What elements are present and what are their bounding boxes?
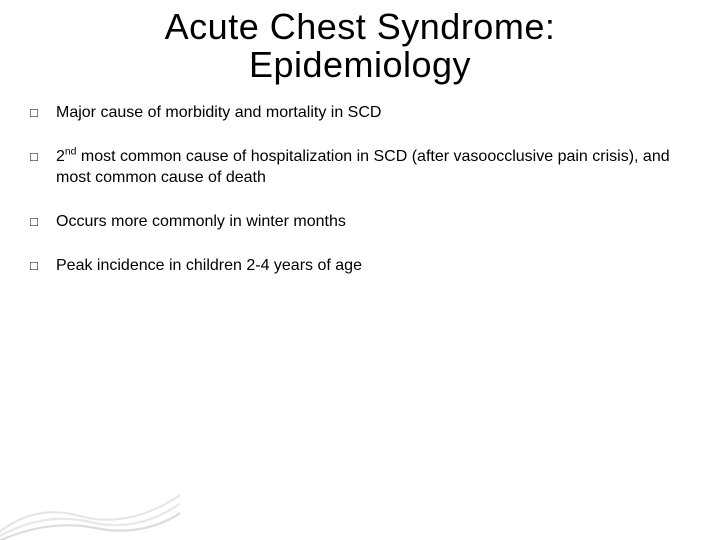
slide-title: Acute Chest Syndrome: Epidemiology bbox=[28, 8, 692, 84]
ordinal-suffix: most common cause of hospitalization in … bbox=[56, 148, 670, 187]
list-item: □ Peak incidence in children 2-4 years o… bbox=[30, 255, 690, 277]
ordinal-superscript: nd bbox=[65, 146, 77, 157]
bullet-square-icon: □ bbox=[30, 102, 56, 124]
bullet-text: Major cause of morbidity and mortality i… bbox=[56, 102, 690, 124]
list-item: □ Occurs more commonly in winter months bbox=[30, 211, 690, 233]
bullet-text: 2nd most common cause of hospitalization… bbox=[56, 146, 690, 189]
list-item: □ Major cause of morbidity and mortality… bbox=[30, 102, 690, 124]
ordinal-prefix: 2 bbox=[56, 148, 65, 165]
list-item: □ 2nd most common cause of hospitalizati… bbox=[30, 146, 690, 189]
title-line-2: Epidemiology bbox=[249, 44, 471, 85]
bullet-square-icon: □ bbox=[30, 146, 56, 168]
bullet-text: Peak incidence in children 2-4 years of … bbox=[56, 255, 690, 277]
bullet-square-icon: □ bbox=[30, 211, 56, 233]
decorative-flourish-icon bbox=[0, 470, 180, 540]
bullet-list: □ Major cause of morbidity and mortality… bbox=[28, 102, 692, 277]
bullet-square-icon: □ bbox=[30, 255, 56, 277]
bullet-text: Occurs more commonly in winter months bbox=[56, 211, 690, 233]
slide-container: Acute Chest Syndrome: Epidemiology □ Maj… bbox=[0, 0, 720, 540]
title-line-1: Acute Chest Syndrome: bbox=[165, 6, 556, 47]
